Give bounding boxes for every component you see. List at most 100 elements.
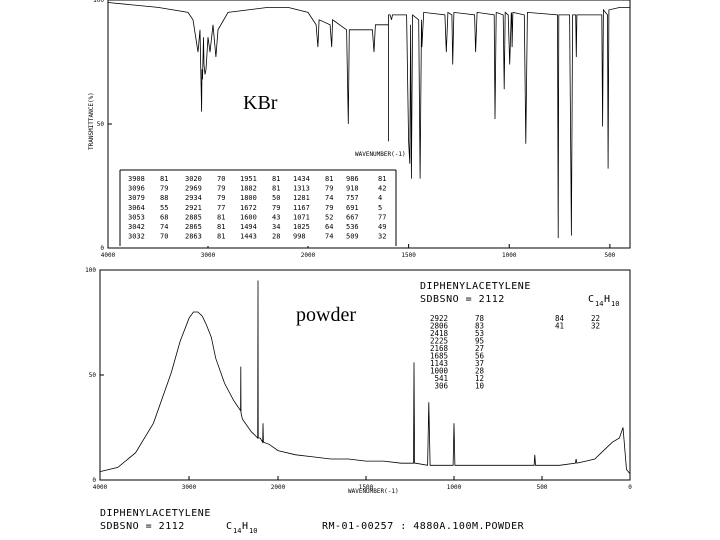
ir-table-wavenumber: 1025 xyxy=(293,223,310,231)
ir-table-transmittance: 81 xyxy=(217,233,225,241)
ir-table-wavenumber: 918 xyxy=(346,185,359,193)
ir-table-wavenumber: 998 xyxy=(293,233,306,241)
ir-y-axis-label: TRANSMITTANCE(%) xyxy=(88,92,95,150)
raman-formula-sub1: 14 xyxy=(595,300,603,308)
ir-table-wavenumber: 1313 xyxy=(293,185,310,193)
raman-table-wavenumber: 1143 xyxy=(430,359,448,368)
ir-table-transmittance: 79 xyxy=(325,204,333,212)
ir-table-wavenumber: 3020 xyxy=(185,175,202,183)
raman-x-tick-label: 4000 xyxy=(93,484,108,491)
ir-table-wavenumber: 3042 xyxy=(128,223,145,231)
ir-table-transmittance: 79 xyxy=(217,194,225,202)
ir-x-tick-label: 1000 xyxy=(502,252,517,259)
raman-peak-table: 2922 78 2806 83 2418 53 2225 95 2168 27 1685 56 1143… xyxy=(430,314,600,391)
ir-table-wavenumber: 1951 xyxy=(240,175,257,183)
ir-x-tick-label: 500 xyxy=(604,252,615,259)
ir-table-mask xyxy=(121,171,395,246)
ir-table-wavenumber: 691 xyxy=(346,204,359,212)
ir-table-wavenumber: 1672 xyxy=(240,204,257,212)
ir-table-transmittance: 42 xyxy=(378,185,386,193)
ir-table-wavenumber: 986 xyxy=(346,175,359,183)
ir-table-transmittance: 81 xyxy=(272,185,280,193)
ir-table-wavenumber: 2921 xyxy=(185,204,202,212)
ir-table-transmittance: 79 xyxy=(160,185,168,193)
raman-table-intensity: 78 xyxy=(475,314,485,323)
raman-table-wavenumber: 2418 xyxy=(430,329,449,338)
ir-table-transmittance: 81 xyxy=(325,175,333,183)
ir-table-transmittance: 81 xyxy=(217,223,225,231)
ir-table-transmittance: 52 xyxy=(325,213,333,221)
raman-formula: C 14 H 10 xyxy=(588,294,619,308)
raman-table-wavenumber: 84 xyxy=(555,314,565,323)
footer-sdbs-number: SDBSNO = 2112 xyxy=(100,521,185,532)
raman-table-wavenumber: 541 xyxy=(434,374,448,383)
ir-table-transmittance: 88 xyxy=(160,194,168,202)
ir-table-wavenumber: 1800 xyxy=(240,194,257,202)
ir-table-wavenumber: 3079 xyxy=(128,194,145,202)
ir-table-transmittance: 68 xyxy=(160,213,168,221)
ir-table-transmittance: 55 xyxy=(160,204,168,212)
ir-table-wavenumber: 3908 xyxy=(128,175,145,183)
ir-y-tick-label: 50 xyxy=(97,121,105,128)
ir-table-wavenumber: 2969 xyxy=(185,185,202,193)
raman-y-tick-label: 50 xyxy=(89,372,97,379)
ir-table-transmittance: 43 xyxy=(272,213,280,221)
raman-table-intensity: 83 xyxy=(475,322,484,331)
raman-table-intensity: 22 xyxy=(591,314,600,323)
ir-table-wavenumber: 3064 xyxy=(128,204,145,212)
raman-table-wavenumber: 1685 xyxy=(430,352,448,361)
ir-x-tick-label: 3000 xyxy=(201,252,216,259)
ir-table-wavenumber: 757 xyxy=(346,194,359,202)
ir-series-line xyxy=(107,2,630,239)
raman-table-intensity: 53 xyxy=(475,329,484,338)
raman-plot-frame xyxy=(99,269,631,481)
ir-table-wavenumber: 3032 xyxy=(128,233,145,241)
raman-table-intensity: 28 xyxy=(475,367,485,376)
ir-table-wavenumber: 1882 xyxy=(240,185,257,193)
ir-peak-table: 3908 81 3096 79 3079 88 3064 55 3053 68 3042 74 3032… xyxy=(119,169,397,246)
ir-table-transmittance: 74 xyxy=(325,194,333,202)
raman-table-wavenumber: 2225 xyxy=(430,337,448,346)
ir-table-wavenumber: 2863 xyxy=(185,233,202,241)
raman-formula-c: C xyxy=(588,294,594,305)
ir-table-wavenumber: 536 xyxy=(346,223,359,231)
ir-table-transmittance: 28 xyxy=(272,233,280,241)
raman-table-wavenumber: 2806 xyxy=(430,322,449,331)
raman-table-intensity: 37 xyxy=(475,359,484,368)
ir-table-transmittance: 81 xyxy=(378,175,386,183)
ir-table-wavenumber: 1281 xyxy=(293,194,310,202)
raman-table-intensity: 95 xyxy=(475,337,484,346)
footer-formula-h: H xyxy=(242,521,248,532)
ir-table-transmittance: 79 xyxy=(272,204,280,212)
ir-table-transmittance: 81 xyxy=(160,175,168,183)
ir-x-tick-label: 2000 xyxy=(301,252,316,259)
ir-table-transmittance: 4 xyxy=(378,194,382,202)
raman-formula-sub2: 10 xyxy=(611,300,619,308)
footer-run-info: RM-01-00257 : 4880A.100M.POWDER xyxy=(322,521,525,532)
ir-table-wavenumber: 3053 xyxy=(128,213,145,221)
ir-table-transmittance: 79 xyxy=(325,185,333,193)
ir-table-transmittance: 49 xyxy=(378,223,386,231)
raman-table-wavenumber: 306 xyxy=(434,382,448,391)
raman-table-intensity: 10 xyxy=(475,382,485,391)
raman-y-tick-label: 100 xyxy=(85,267,96,274)
raman-table-wavenumber: 41 xyxy=(555,322,564,331)
raman-table-wavenumber: 2168 xyxy=(430,344,449,353)
raman-table-intensity: 56 xyxy=(475,352,485,361)
ir-table-transmittance: 32 xyxy=(378,233,386,241)
ir-table-wavenumber: 1167 xyxy=(293,204,310,212)
ir-table-transmittance: 79 xyxy=(217,185,225,193)
raman-series-line xyxy=(99,280,631,474)
raman-y-tick-label: 0 xyxy=(92,477,96,484)
ir-table-wavenumber: 1494 xyxy=(240,223,257,231)
ir-y-tick-label: 100 xyxy=(93,0,104,4)
ir-table-wavenumber: 2934 xyxy=(185,194,202,202)
raman-x-tick-label: 3000 xyxy=(182,484,197,491)
raman-x-axis-label: WAVENUMBER(-1) xyxy=(348,488,399,495)
footer-caption: DIPHENYLACETYLENE SDBSNO = 2112 C 14 H 1… xyxy=(100,508,525,535)
ir-table-transmittance: 50 xyxy=(272,194,280,202)
